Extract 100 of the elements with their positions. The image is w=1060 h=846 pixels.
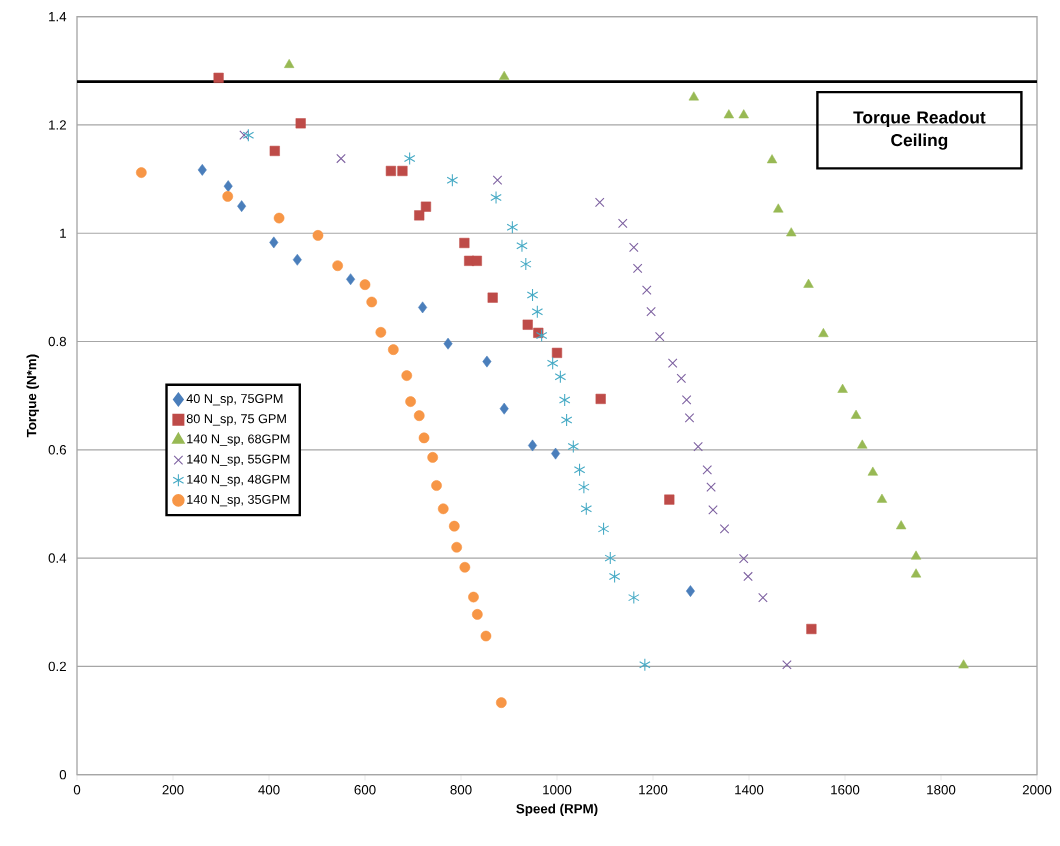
point xyxy=(312,230,324,241)
y-tick-label: 1.4 xyxy=(49,12,67,22)
point xyxy=(685,585,695,598)
point xyxy=(896,520,907,530)
point xyxy=(608,570,621,584)
legend-label: 80 N_sp, 75 GPM xyxy=(186,414,286,426)
point xyxy=(806,624,817,635)
point xyxy=(667,358,678,369)
legend-label: 40 N_sp, 75GPM xyxy=(186,394,283,406)
point xyxy=(443,337,453,350)
point xyxy=(269,236,279,249)
point xyxy=(385,166,396,177)
x-tick-label: 1600 xyxy=(831,785,860,795)
point xyxy=(531,305,544,319)
point xyxy=(641,285,652,296)
x-tick-label: 200 xyxy=(162,785,184,795)
point xyxy=(676,373,687,384)
point xyxy=(242,128,255,142)
y-tick-label: 0.6 xyxy=(48,445,67,455)
point xyxy=(197,164,207,176)
legend-label: 140 N_sp, 48GPM xyxy=(187,474,290,487)
point xyxy=(239,130,249,141)
x-tick-label: 400 xyxy=(258,785,280,795)
point xyxy=(958,659,969,669)
x-tick-label: 1200 xyxy=(639,785,668,795)
legend-label: 140 N_sp, 68GPM xyxy=(187,434,290,447)
point xyxy=(522,319,533,330)
point xyxy=(876,493,888,503)
point xyxy=(499,71,510,80)
point xyxy=(397,166,408,177)
y-tick-label: 1 xyxy=(60,228,66,238)
point xyxy=(551,447,561,460)
point xyxy=(595,394,606,405)
y-tick-label: 0.2 xyxy=(48,661,66,672)
point xyxy=(688,91,699,101)
point xyxy=(681,395,692,405)
y-tick-label: 1.2 xyxy=(49,120,66,130)
point xyxy=(594,197,605,208)
point xyxy=(546,356,559,370)
y-axis-title: Torque (N*m) xyxy=(26,354,39,438)
point xyxy=(451,542,463,553)
point xyxy=(693,441,703,452)
point xyxy=(554,370,567,384)
point xyxy=(459,238,470,249)
point xyxy=(336,153,346,164)
point xyxy=(910,550,922,560)
point xyxy=(867,466,878,476)
point xyxy=(292,254,302,266)
point xyxy=(403,152,416,166)
y-tick-label: 0 xyxy=(59,770,67,780)
legend-label: 140 N_sp, 55GPM xyxy=(187,454,290,467)
point xyxy=(738,554,749,564)
point xyxy=(803,278,814,288)
point xyxy=(213,72,224,84)
point xyxy=(723,109,734,119)
point xyxy=(850,409,862,419)
point xyxy=(413,410,425,422)
point xyxy=(273,212,285,224)
point xyxy=(743,571,753,582)
point xyxy=(684,413,695,423)
point xyxy=(664,494,675,505)
point xyxy=(366,296,378,308)
ref-line-label: Torque Readout Ceiling xyxy=(853,110,986,150)
point xyxy=(628,591,640,605)
point xyxy=(269,146,280,157)
x-tick-label: 1000 xyxy=(543,785,572,795)
point xyxy=(431,480,442,492)
x-tick-label: 0 xyxy=(73,785,81,795)
y-tick-label: 0.8 xyxy=(48,336,67,347)
point xyxy=(223,180,233,193)
point xyxy=(359,279,371,291)
point xyxy=(558,393,571,407)
point xyxy=(490,191,502,205)
point xyxy=(375,327,387,338)
point xyxy=(237,200,247,213)
point xyxy=(782,660,792,670)
point xyxy=(427,452,439,463)
point xyxy=(418,301,428,314)
point xyxy=(482,355,492,368)
point xyxy=(551,347,563,359)
point xyxy=(506,220,519,234)
point xyxy=(222,191,234,202)
x-tick-label: 800 xyxy=(450,785,472,795)
y-tick-label: 0.4 xyxy=(48,553,67,563)
point xyxy=(758,593,768,603)
x-tick-label: 1400 xyxy=(735,785,764,795)
point xyxy=(719,524,730,534)
point xyxy=(499,402,509,415)
x-tick-label: 2000 xyxy=(1022,785,1052,795)
point xyxy=(405,396,416,408)
point xyxy=(520,257,532,271)
point xyxy=(418,432,430,444)
point xyxy=(560,413,573,427)
legend-label: 140 N_sp, 35GPM xyxy=(187,495,290,507)
point xyxy=(135,167,147,179)
point xyxy=(492,175,503,186)
point xyxy=(766,154,778,164)
point xyxy=(346,273,356,286)
point xyxy=(632,263,643,274)
point xyxy=(786,227,797,237)
